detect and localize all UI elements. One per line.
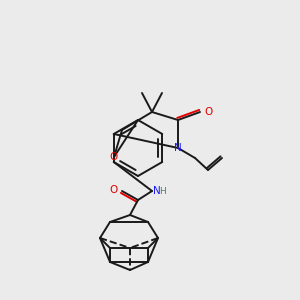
Text: N: N — [153, 186, 161, 196]
Text: N: N — [174, 143, 182, 153]
Text: O: O — [204, 107, 212, 117]
Text: O: O — [109, 152, 117, 162]
Text: H: H — [159, 188, 166, 196]
Text: O: O — [110, 185, 118, 195]
